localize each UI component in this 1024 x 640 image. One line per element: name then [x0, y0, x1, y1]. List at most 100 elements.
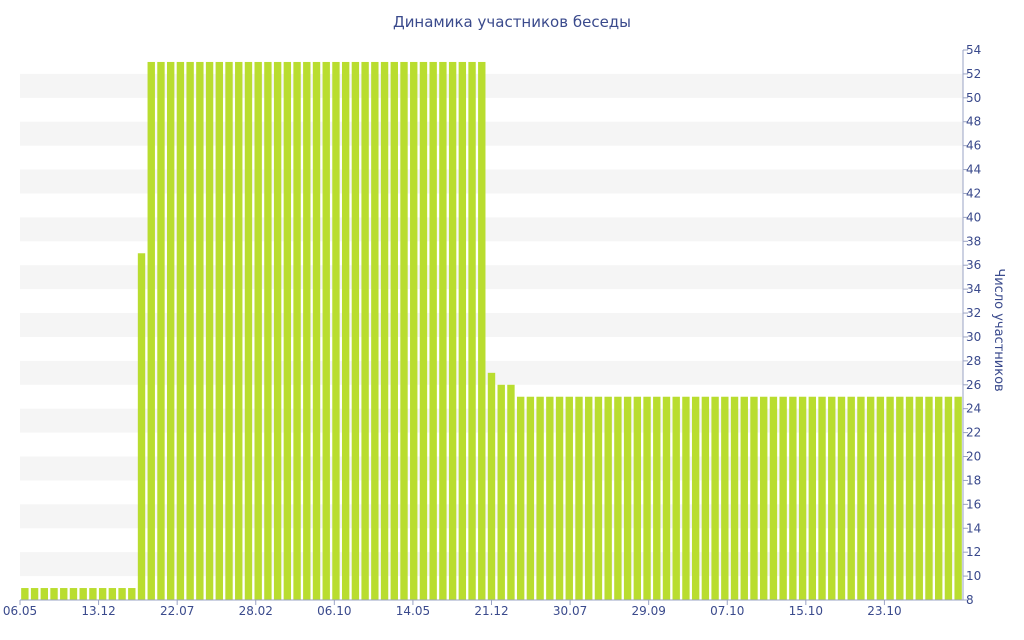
y-tick-label: 46	[966, 139, 981, 153]
bar	[575, 396, 583, 600]
bar	[371, 61, 379, 600]
bar	[137, 253, 146, 600]
bar	[50, 588, 58, 600]
y-tick-label: 12	[966, 545, 981, 559]
bar	[944, 396, 953, 600]
bar	[429, 61, 437, 600]
bar	[818, 396, 826, 600]
y-tick-label: 34	[966, 282, 981, 296]
bar	[808, 396, 817, 600]
bar	[497, 384, 505, 600]
y-tick-label: 22	[966, 426, 981, 440]
bar	[60, 588, 68, 600]
bar	[633, 396, 642, 600]
bar	[847, 396, 855, 600]
y-tick-label: 36	[966, 258, 981, 272]
y-axis-ticks: 8 10 12 14 16 18 20 22 24 26 28 30 32 34 36 38 40 42 44 46 4…	[963, 43, 981, 607]
bar	[273, 61, 282, 600]
y-axis-label: Число участников	[991, 268, 1006, 391]
y-tick-label: 48	[966, 115, 981, 129]
bar	[439, 61, 447, 600]
bar	[419, 61, 428, 600]
bar	[866, 396, 875, 600]
bar	[196, 61, 204, 600]
bar	[507, 384, 515, 600]
bar	[225, 61, 233, 600]
y-tick-label: 30	[966, 330, 981, 344]
y-tick-label: 18	[966, 473, 981, 487]
x-tick-label: 21.12	[474, 604, 508, 618]
bar	[400, 61, 408, 600]
bar	[614, 396, 622, 600]
bar	[322, 61, 330, 600]
bar	[215, 61, 223, 600]
bar	[254, 61, 262, 600]
bar	[69, 588, 78, 600]
bar	[857, 396, 865, 600]
bar	[147, 61, 155, 600]
y-tick-label: 28	[966, 354, 981, 368]
bar	[361, 61, 369, 600]
bar	[925, 396, 933, 600]
bar	[108, 588, 117, 600]
bar	[565, 396, 573, 600]
bar	[546, 396, 554, 600]
bar	[176, 61, 185, 600]
bar	[653, 396, 661, 600]
bar	[954, 396, 962, 600]
y-tick-label: 52	[966, 67, 981, 81]
bar	[760, 396, 768, 600]
bar	[448, 61, 457, 600]
bar	[264, 61, 272, 600]
x-tick-label: 06.10	[317, 604, 351, 618]
bar	[303, 61, 311, 600]
bar	[915, 396, 923, 600]
x-tick-label: 28.02	[239, 604, 273, 618]
bar	[730, 396, 739, 600]
y-tick-label: 20	[966, 450, 981, 464]
bar	[487, 372, 496, 600]
bar	[351, 61, 360, 600]
bar	[128, 588, 136, 600]
bar	[516, 396, 525, 600]
bar	[30, 588, 39, 600]
bar	[604, 396, 612, 600]
y-tick-label: 8	[966, 593, 974, 607]
bar	[896, 396, 904, 600]
bar	[682, 396, 690, 600]
bar	[828, 396, 836, 600]
bar	[876, 396, 885, 600]
y-tick-label: 50	[966, 91, 981, 105]
bar	[341, 61, 350, 600]
bar	[798, 396, 807, 600]
bar	[312, 61, 321, 600]
bar	[750, 396, 758, 600]
bar	[458, 61, 467, 600]
y-tick-label: 10	[966, 569, 981, 583]
x-tick-label: 23.10	[867, 604, 901, 618]
bar	[594, 396, 603, 600]
bar	[701, 396, 710, 600]
x-tick-label: 15.10	[789, 604, 823, 618]
bar	[672, 396, 680, 600]
bar	[293, 61, 301, 600]
bar	[410, 61, 418, 600]
bar	[623, 396, 632, 600]
bar	[79, 588, 87, 600]
chart-title: Динамика участников беседы	[392, 13, 632, 31]
bar	[711, 396, 719, 600]
y-tick-label: 14	[966, 521, 981, 535]
bar	[283, 61, 292, 600]
bar	[98, 588, 107, 600]
y-tick-label: 44	[966, 163, 981, 177]
y-tick-label: 42	[966, 186, 981, 200]
bar	[886, 396, 894, 600]
y-tick-label: 38	[966, 234, 981, 248]
y-tick-label: 16	[966, 497, 981, 511]
y-tick-label: 40	[966, 210, 981, 224]
bar	[390, 61, 398, 600]
x-tick-label: 29.09	[631, 604, 665, 618]
bar	[332, 61, 340, 600]
bar	[118, 588, 126, 600]
